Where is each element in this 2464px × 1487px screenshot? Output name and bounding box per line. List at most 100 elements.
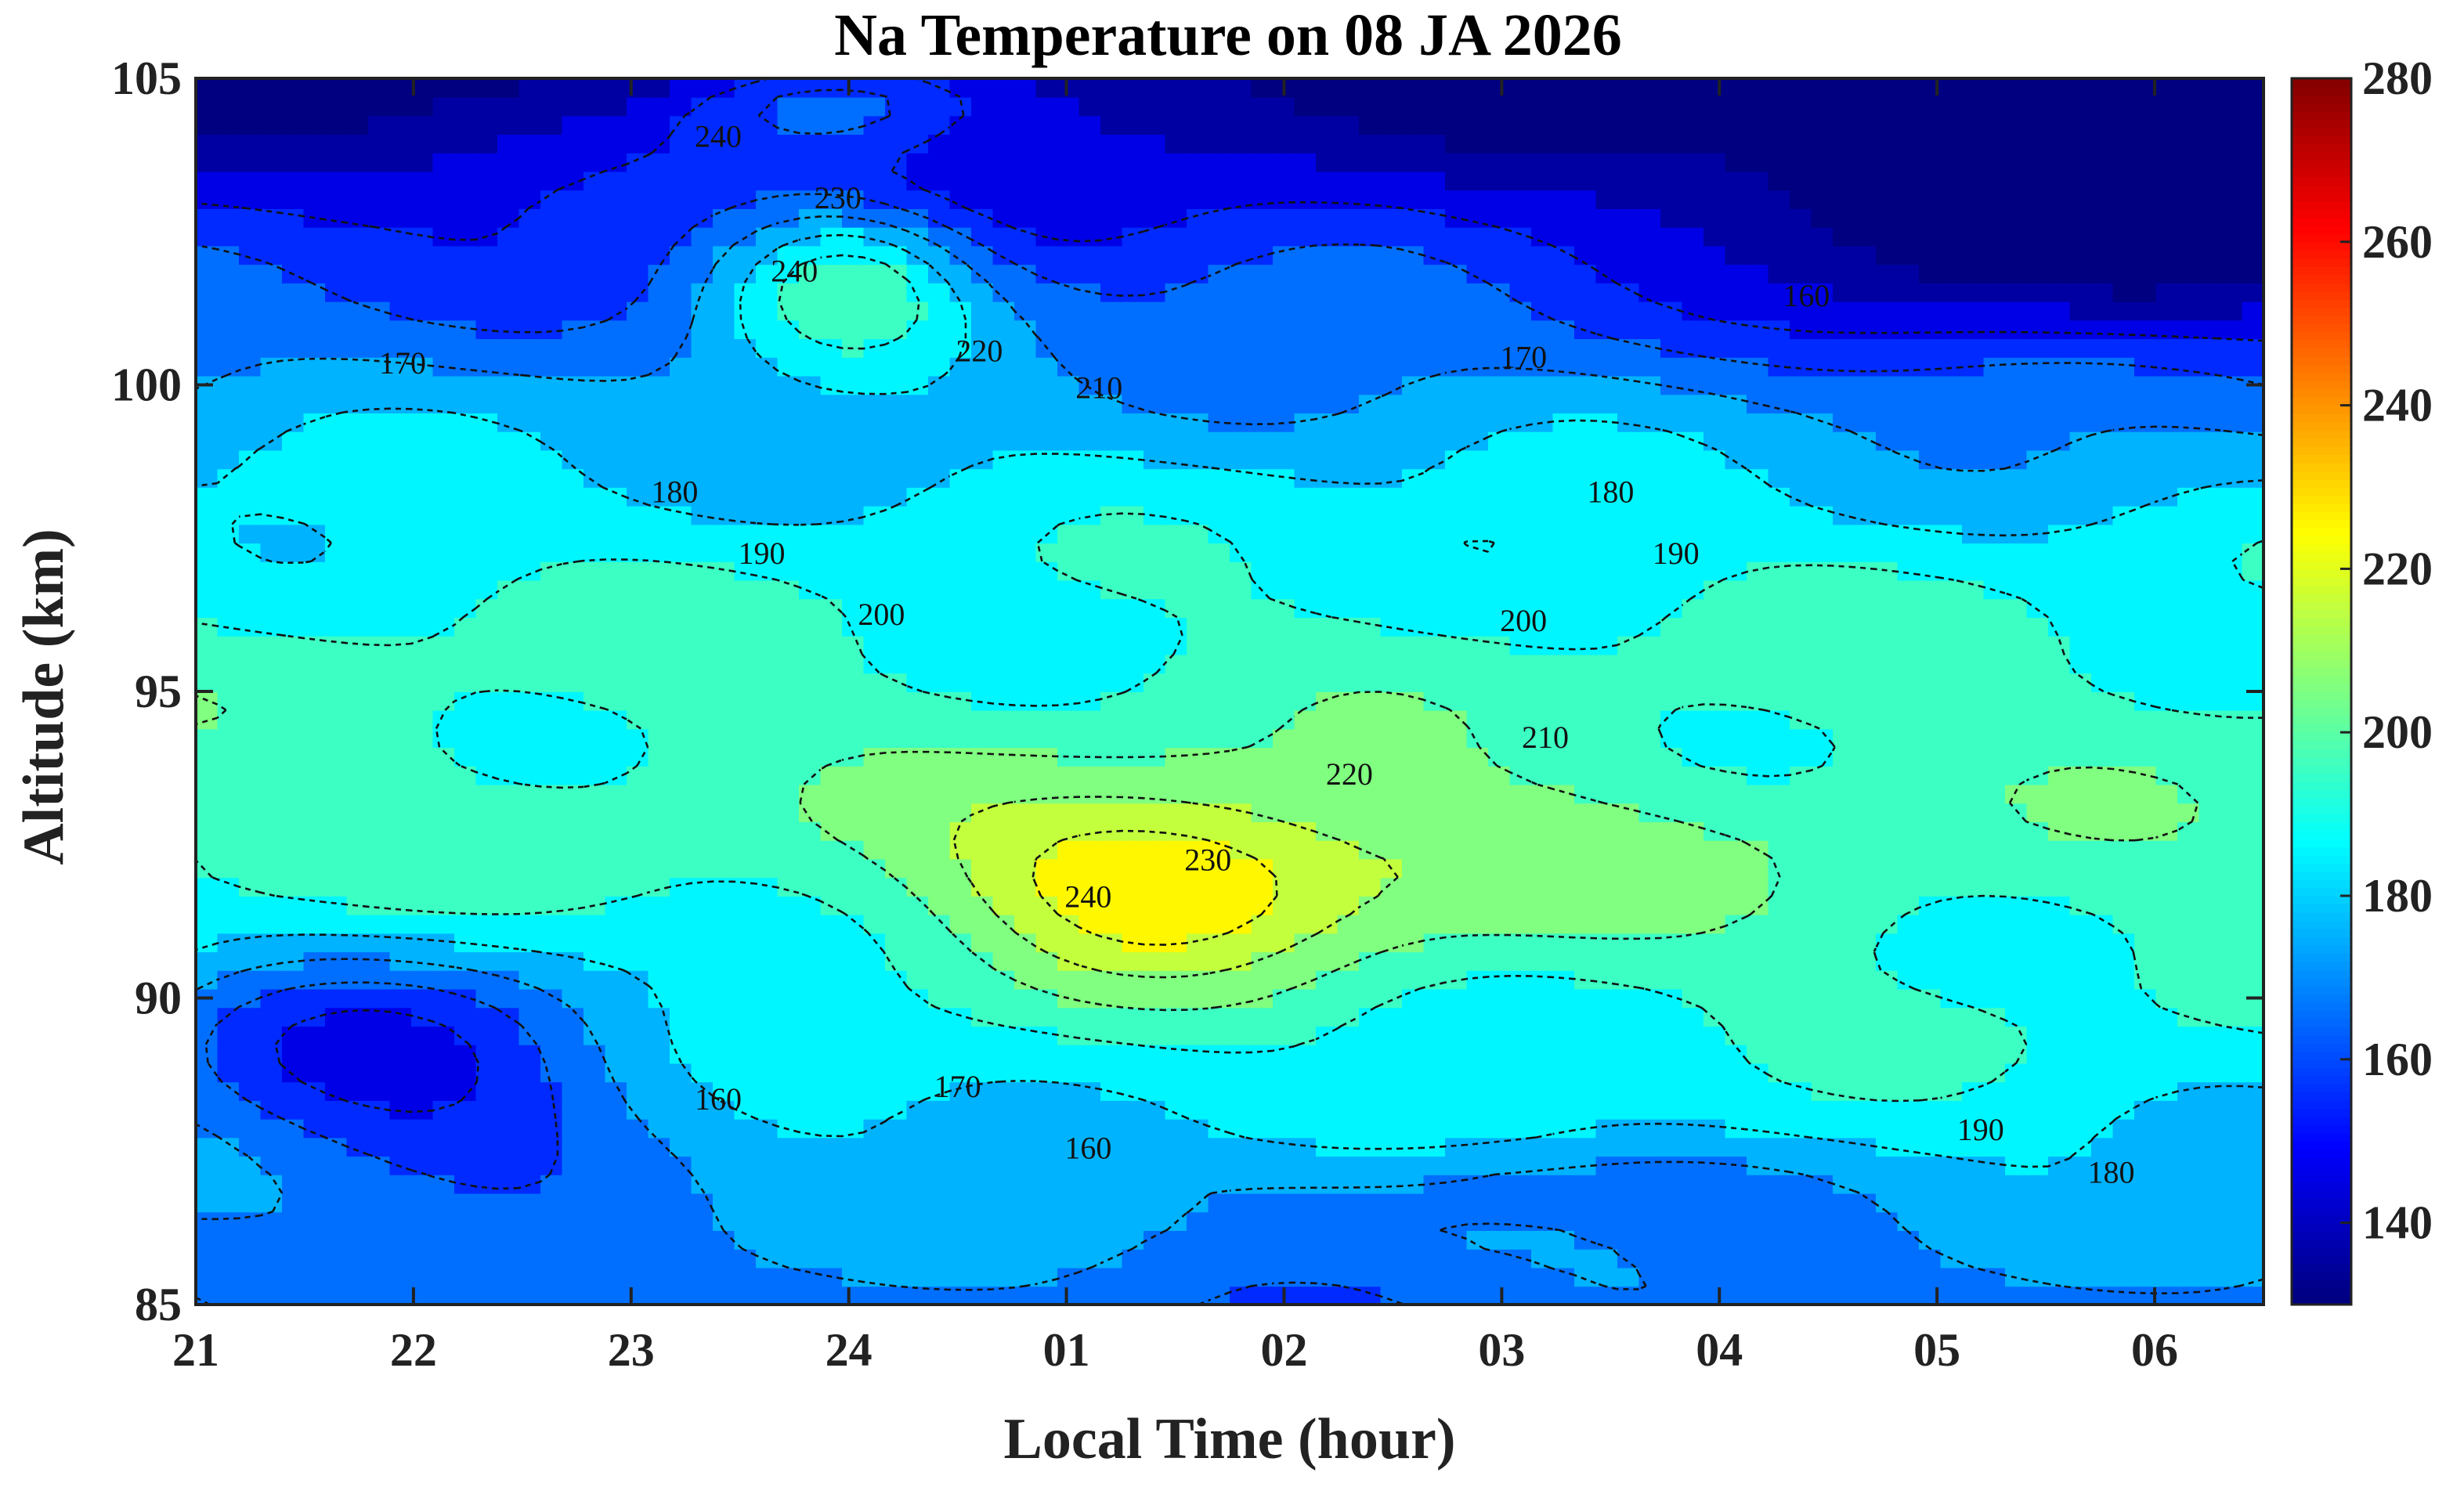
field-cell — [820, 468, 843, 488]
field-cell — [1273, 691, 1295, 711]
field-cell — [1595, 951, 1618, 971]
field-cell — [1790, 487, 1812, 507]
field-cell — [734, 468, 757, 488]
field-cell — [583, 1267, 606, 1287]
field-cell — [756, 933, 779, 953]
field-cell — [1790, 821, 1812, 841]
field-cell — [1100, 933, 1123, 953]
field-cell — [1208, 356, 1230, 377]
field-cell — [1617, 1118, 1640, 1139]
field-cell — [562, 803, 584, 822]
field-cell — [1768, 839, 1790, 860]
field-cell — [1078, 543, 1101, 562]
field-cell — [518, 356, 541, 377]
field-cell — [368, 1230, 391, 1250]
field-cell — [670, 914, 692, 934]
field-cell — [1445, 1211, 1468, 1231]
field-cell — [239, 673, 262, 692]
field-cell — [1165, 896, 1187, 915]
field-cell — [1402, 1081, 1425, 1101]
field-cell — [1445, 1267, 1468, 1287]
field-cell — [2112, 747, 2135, 767]
field-cell — [2242, 709, 2264, 730]
field-cell — [885, 487, 908, 507]
field-cell — [2177, 468, 2200, 488]
field-cell — [1122, 803, 1144, 822]
field-cell — [1488, 858, 1511, 879]
field-cell — [2026, 951, 2049, 971]
field-cell — [842, 969, 865, 990]
field-cell — [2242, 413, 2264, 432]
field-cell — [1552, 877, 1575, 897]
field-cell — [1423, 765, 1446, 785]
field-cell — [1854, 1286, 1877, 1305]
field-cell — [1014, 1063, 1037, 1083]
field-cell — [1445, 543, 1468, 562]
field-cell — [777, 709, 800, 730]
field-cell — [282, 784, 305, 804]
field-cell — [2005, 1286, 2028, 1305]
field-cell — [928, 969, 951, 990]
field-cell — [411, 1230, 434, 1250]
field-cell — [2069, 1248, 2092, 1269]
field-cell — [1919, 1063, 1942, 1083]
field-cell — [820, 524, 843, 544]
field-cell — [497, 821, 520, 841]
field-cell — [475, 858, 498, 879]
field-cell — [497, 375, 520, 395]
field-cell — [1078, 598, 1101, 618]
field-cell — [1962, 784, 1985, 804]
field-cell — [1380, 468, 1403, 488]
field-cell — [1466, 1026, 1489, 1045]
field-cell — [863, 579, 886, 600]
field-cell — [432, 858, 455, 879]
field-cell — [1078, 728, 1101, 749]
field-cell — [540, 691, 563, 711]
field-cell — [627, 914, 649, 934]
field-cell — [2177, 969, 2200, 990]
field-cell — [949, 413, 972, 432]
field-cell — [1962, 1044, 1985, 1064]
field-cell — [1876, 896, 1899, 915]
field-cell — [2026, 449, 2049, 470]
field-cell — [627, 413, 649, 432]
field-cell — [648, 617, 670, 637]
field-cell — [1402, 877, 1425, 897]
field-cell — [2069, 375, 2092, 395]
field-cell — [2134, 988, 2157, 1009]
field-cell — [1552, 1063, 1575, 1083]
field-cell — [2026, 858, 2049, 879]
field-cell — [1790, 635, 1812, 655]
field-cell — [1165, 543, 1187, 562]
field-cell — [368, 673, 391, 692]
field-cell — [756, 1230, 779, 1250]
field-cell — [2048, 598, 2071, 618]
field-cell — [1122, 413, 1144, 432]
field-cell — [1057, 394, 1080, 413]
field-cell — [282, 1118, 305, 1139]
field-cell — [1725, 1044, 1747, 1064]
field-cell — [1187, 673, 1209, 692]
field-cell — [1682, 394, 1704, 413]
field-cell — [691, 1118, 714, 1139]
field-cell — [799, 1137, 822, 1157]
field-cell — [1187, 1063, 1209, 1083]
field-cell — [756, 1286, 779, 1305]
field-cell — [239, 1230, 262, 1250]
field-cell — [1790, 969, 1812, 990]
field-cell — [1811, 1286, 1834, 1305]
field-cell — [497, 784, 520, 804]
field-cell — [583, 468, 606, 488]
field-cell — [1057, 877, 1080, 897]
field-cell — [1466, 413, 1489, 432]
field-cell — [1919, 1081, 1942, 1101]
field-cell — [1747, 951, 1769, 971]
field-cell — [1833, 673, 1855, 692]
field-cell — [1617, 951, 1640, 971]
field-cell — [1509, 1193, 1532, 1213]
field-cell — [1466, 1118, 1489, 1139]
field-cell — [1595, 543, 1618, 562]
field-cell — [1682, 654, 1704, 674]
field-cell — [949, 375, 972, 395]
field-cell — [1617, 821, 1640, 841]
